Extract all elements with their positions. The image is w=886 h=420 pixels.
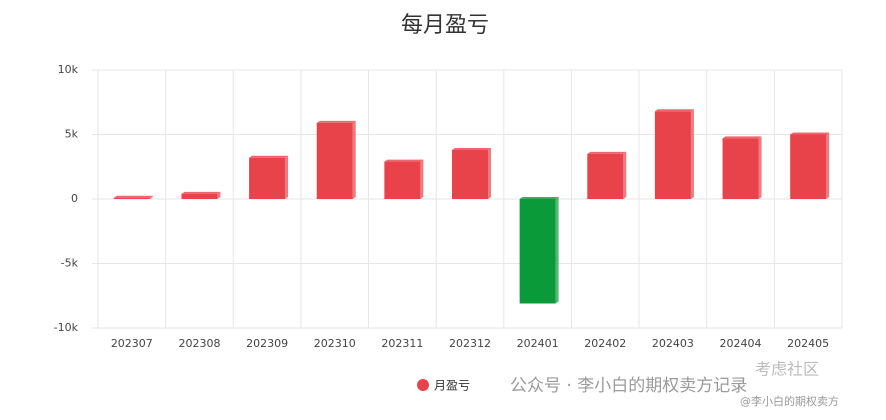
bar-top xyxy=(316,120,356,123)
x-tick-label: 202310 xyxy=(314,337,356,350)
bar xyxy=(519,199,556,304)
x-tick-label: 202309 xyxy=(246,337,288,350)
bar-top xyxy=(587,151,627,154)
bar-side xyxy=(826,132,830,199)
x-tick-label: 202308 xyxy=(178,337,220,350)
x-tick-label: 202311 xyxy=(381,337,423,350)
bar-top xyxy=(722,136,762,139)
x-tick-label: 202307 xyxy=(111,337,153,350)
bar xyxy=(249,157,286,199)
bar-side xyxy=(420,159,424,199)
bar-top xyxy=(113,195,153,198)
chart-title: 每月盈亏 xyxy=(401,13,489,38)
x-tick-label: 202312 xyxy=(449,337,491,350)
legend-marker xyxy=(417,379,429,391)
bar xyxy=(452,149,488,199)
y-tick-label: 10k xyxy=(58,63,79,76)
bar xyxy=(181,193,218,199)
x-tick-label: 202402 xyxy=(584,337,626,350)
bar xyxy=(384,161,421,199)
bar xyxy=(316,122,353,199)
x-tick-label: 202403 xyxy=(652,337,694,350)
bar-side xyxy=(758,136,762,199)
watermark: @李小白的期权卖方 xyxy=(740,394,839,408)
watermark: 公众号 · 李小白的期权卖方记录 xyxy=(510,376,747,396)
bar-side xyxy=(352,120,356,199)
bar-side xyxy=(149,195,153,199)
y-tick-label: -5k xyxy=(61,257,79,270)
bar xyxy=(654,111,691,199)
bar-side xyxy=(623,151,627,199)
bar-side xyxy=(555,197,559,304)
bar-side xyxy=(217,191,221,199)
bar-side xyxy=(285,155,289,199)
x-tick-label: 202404 xyxy=(720,337,762,350)
bar xyxy=(587,153,624,199)
bar-top xyxy=(519,197,559,199)
bar-top xyxy=(181,191,221,194)
bar xyxy=(790,134,827,199)
bar-top xyxy=(452,147,491,150)
bar xyxy=(113,197,150,199)
y-tick-label: -10k xyxy=(54,321,79,334)
x-tick-label: 202401 xyxy=(517,337,559,350)
bar-top xyxy=(249,155,289,158)
bar-top xyxy=(654,109,694,112)
bar-top xyxy=(790,132,830,135)
legend-label: 月盈亏 xyxy=(434,379,470,393)
bar xyxy=(722,138,759,199)
bar-side xyxy=(488,147,491,199)
y-tick-label: 0 xyxy=(71,192,78,205)
y-tick-label: 5k xyxy=(65,128,79,141)
x-tick-label: 202405 xyxy=(787,337,829,350)
watermark: 考虑社区 xyxy=(755,360,819,379)
bar-side xyxy=(690,109,694,199)
bar-top xyxy=(384,159,424,162)
